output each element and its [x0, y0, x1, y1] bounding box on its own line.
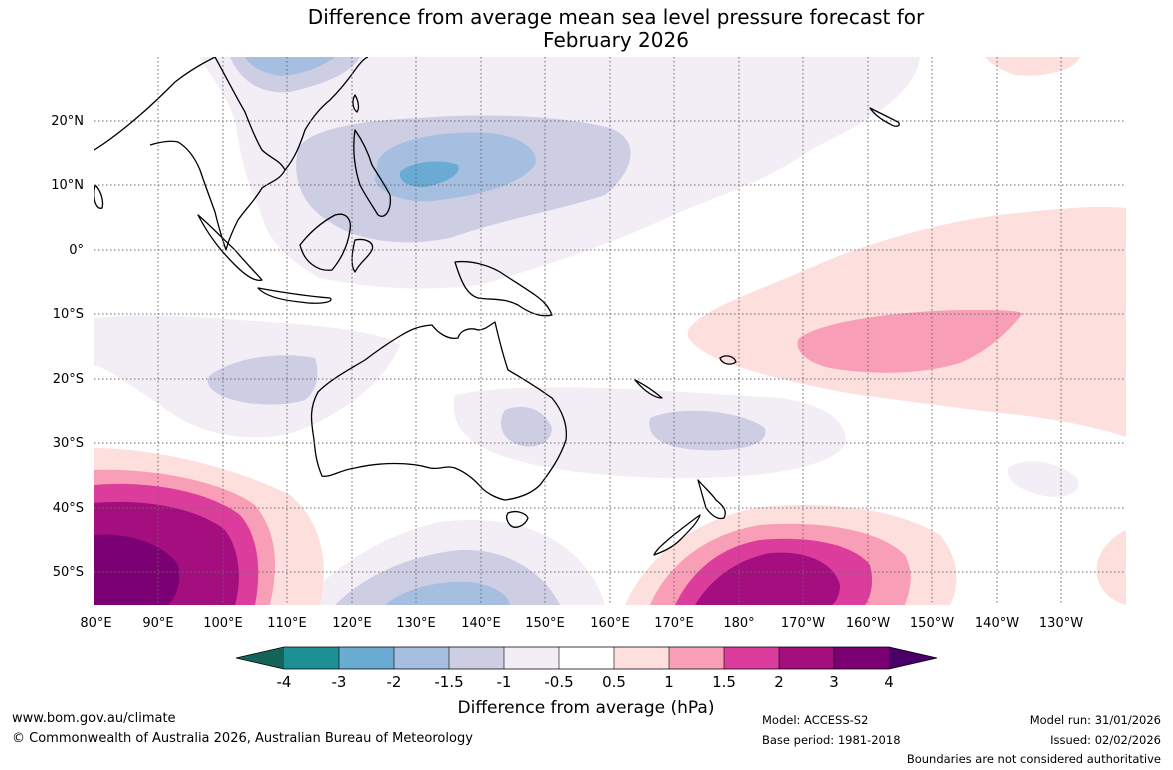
colorbar-dividers	[338, 647, 835, 669]
colorbar-tick-label: 4	[884, 673, 894, 691]
lon-label: 120°E	[332, 616, 372, 631]
title-line-2: February 2026	[543, 28, 689, 52]
colorbar-bin	[779, 647, 834, 669]
colorbar-bin	[834, 647, 889, 669]
lon-label: 170°E	[654, 616, 694, 631]
colorbar-tick-label: 3	[829, 673, 839, 691]
lon-label: 160°W	[846, 616, 890, 631]
coast-java	[257, 287, 332, 304]
contour-neg15-north	[245, 57, 335, 76]
graticule	[94, 57, 1126, 605]
lon-label: 140°W	[975, 616, 1019, 631]
lon-label: 150°W	[910, 616, 954, 631]
lat-label: 10°S	[53, 307, 84, 322]
lon-label: 100°E	[203, 616, 243, 631]
coast-sumatra	[197, 214, 263, 281]
colorbar-bin	[669, 647, 724, 669]
colorbar-outline	[235, 646, 938, 670]
colorbar-title: Difference from average (hPa)	[458, 698, 715, 718]
coast-hawaii	[869, 107, 900, 127]
base-period: Base period: 1981-2018	[762, 733, 901, 747]
lon-label: 130°W	[1039, 616, 1083, 631]
coast-new-caledonia	[634, 379, 663, 399]
coast-borneo	[299, 213, 351, 271]
lon-label: 90°E	[142, 616, 173, 631]
colorbar-bin	[614, 647, 669, 669]
coast-new-zealand-south	[653, 514, 701, 556]
lat-label: 40°S	[53, 501, 84, 516]
coast-new-guinea	[454, 260, 553, 317]
lat-label: 10°N	[51, 178, 84, 193]
lat-label: 50°S	[53, 565, 84, 580]
coast-fiji	[719, 355, 737, 365]
colorbar-arrow-left	[236, 647, 284, 669]
colorbar-bin	[559, 647, 614, 669]
model-run-date: Model run: 31/01/2026	[1029, 713, 1161, 727]
coast-australia	[310, 321, 568, 501]
colorbar: -4 -3 -2 -1.5 -1 -0.5 0.5 1 1.5 2 3 4 Di…	[235, 646, 938, 718]
website-link[interactable]: www.bom.gov.au/climate	[12, 711, 176, 726]
contour-neg15-south	[385, 581, 510, 605]
coast-philippines	[353, 129, 391, 217]
pressure-anomaly-field	[94, 57, 1126, 605]
model-name: Model: ACCESS-S2	[762, 713, 869, 727]
lon-axis-labels: 80°E 90°E 100°E 110°E 120°E 130°E 140°E …	[80, 616, 1083, 631]
lon-label: 180°	[723, 616, 754, 631]
lon-label: 110°E	[267, 616, 307, 631]
colorbar-tick-label: 1	[664, 673, 674, 691]
contour-pos05-northeast	[985, 57, 1080, 76]
lat-axis-labels: 20°N 10°N 0° 10°S 20°S 30°S 40°S 50°S	[51, 114, 84, 580]
coast-new-zealand-north	[697, 479, 726, 520]
colorbar-tick-label: 1.5	[712, 673, 736, 691]
contour-pos3-southwest	[94, 534, 180, 605]
lon-label: 130°E	[396, 616, 436, 631]
lat-label: 30°S	[53, 436, 84, 451]
colorbar-tick-label: 2	[774, 673, 784, 691]
boundaries-disclaimer: Boundaries are not considered authoritat…	[906, 752, 1161, 766]
colorbar-bin	[449, 647, 504, 669]
colorbar-tick-label: -3	[332, 673, 347, 691]
colorbar-arrow-right	[889, 647, 937, 669]
lon-label: 140°E	[461, 616, 501, 631]
copyright-text: © Commonwealth of Australia 2026, Austra…	[12, 731, 473, 746]
lon-label: 80°E	[80, 616, 111, 631]
contour-pos2-new-zealand	[695, 552, 840, 605]
lon-label: 150°E	[525, 616, 565, 631]
coast-taiwan	[352, 94, 360, 113]
coast-asia-mainland	[94, 57, 369, 251]
colorbar-bin	[339, 647, 394, 669]
issued-date: Issued: 02/02/2026	[1050, 733, 1161, 747]
lat-label: 0°	[69, 243, 84, 258]
colorbar-tick-label: -1.5	[434, 673, 463, 691]
colorbar-bin	[394, 647, 449, 669]
colorbar-bin	[504, 647, 559, 669]
title-line-1: Difference from average mean sea level p…	[307, 5, 925, 29]
contour-neg2-philippine-sea	[399, 161, 459, 188]
chart-title: Difference from average mean sea level p…	[0, 6, 1173, 52]
lon-label: 160°E	[590, 616, 630, 631]
coastlines	[94, 57, 900, 556]
contour-neg1-tasman	[649, 410, 766, 451]
colorbar-tick-label: -2	[387, 673, 402, 691]
contour-neg1-south	[335, 549, 560, 605]
lon-label: 170°W	[781, 616, 825, 631]
contour-neg05-tasman	[453, 387, 846, 479]
colorbar-tick-label: 0.5	[602, 673, 626, 691]
contour-pos1-south-pacific	[797, 310, 1022, 373]
lat-label: 20°N	[51, 114, 84, 129]
coast-tasmania	[506, 511, 529, 528]
lat-label: 20°S	[53, 372, 84, 387]
colorbar-tick-label: -0.5	[544, 673, 573, 691]
contour-neg1-indian	[207, 355, 318, 405]
colorbar-tick-label: -1	[497, 673, 512, 691]
contour-neg05-east	[1007, 461, 1079, 497]
contour-pos05-east	[1096, 530, 1126, 605]
colorbar-bin	[724, 647, 779, 669]
colorbar-bin	[284, 647, 339, 669]
contour-neg1-australia	[500, 406, 552, 447]
colorbar-tick-label: -4	[277, 673, 292, 691]
coast-sri-lanka	[94, 184, 104, 209]
